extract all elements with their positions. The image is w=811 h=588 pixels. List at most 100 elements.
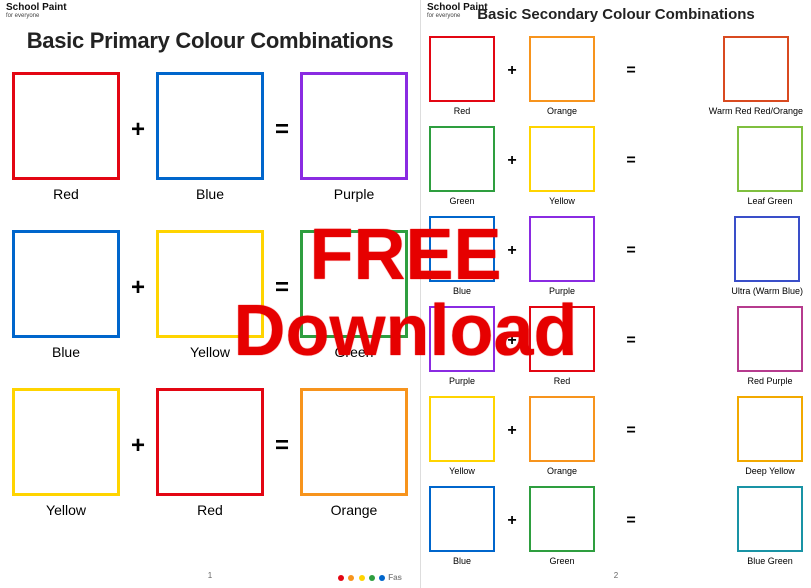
color-label: Green (549, 556, 574, 566)
color-label: Ultra (Warm Blue) (731, 286, 803, 296)
color-cell-a: Yellow (12, 388, 120, 518)
color-cell-result: Purple (300, 72, 408, 202)
swatch-icon (379, 575, 385, 581)
color-box (529, 36, 595, 102)
color-box (529, 396, 595, 462)
color-box (429, 126, 495, 192)
equals-icon: = (270, 432, 294, 460)
color-cell-result: Orange (300, 388, 408, 518)
color-cell-result: Red Purple (737, 306, 803, 386)
footer-logo-text: Fas (388, 573, 402, 582)
color-box (156, 388, 264, 496)
color-box (723, 36, 789, 102)
color-cell-b: Red (156, 388, 264, 518)
color-cell-a: Red (429, 36, 495, 116)
color-label: Yellow (449, 466, 475, 476)
color-cell-b: Green (529, 486, 595, 566)
swatch-icon (348, 575, 354, 581)
color-cell-b: Yellow (529, 126, 595, 206)
color-label: Green (335, 344, 374, 360)
color-box (737, 126, 803, 192)
plus-icon: + (501, 62, 523, 80)
color-cell-a: Blue (12, 230, 120, 360)
color-label: Purple (549, 286, 575, 296)
color-box (12, 72, 120, 180)
color-label: Purple (449, 376, 475, 386)
color-box (300, 230, 408, 338)
page-number: 2 (614, 571, 618, 580)
equals-icon: = (270, 116, 294, 144)
secondary-row-1: Red + Orange = Warm Red Red/Orange (429, 36, 803, 116)
color-cell-a: Blue (429, 216, 495, 296)
footer-logo: Fas (337, 573, 402, 582)
primary-row-2: Blue + Yellow = Green (12, 230, 408, 360)
color-box (12, 388, 120, 496)
color-label: Blue Green (747, 556, 793, 566)
brand: School Paint for everyone (6, 2, 67, 19)
plus-icon: + (126, 432, 150, 460)
plus-icon: + (501, 152, 523, 170)
plus-icon: + (501, 512, 523, 530)
swatch-icon (338, 575, 344, 581)
color-box (529, 126, 595, 192)
equals-icon: = (601, 152, 661, 170)
color-cell-b: Orange (529, 396, 595, 476)
color-box (156, 72, 264, 180)
color-label: Red (53, 186, 79, 202)
plus-icon: + (126, 116, 150, 144)
color-box (529, 486, 595, 552)
page-title: Basic Primary Colour Combinations (0, 28, 420, 54)
color-box (300, 388, 408, 496)
equals-icon: = (601, 512, 661, 530)
color-cell-a: Yellow (429, 396, 495, 476)
color-cell-result: Blue Green (737, 486, 803, 566)
color-box (429, 36, 495, 102)
color-cell-result: Deep Yellow (737, 396, 803, 476)
color-label: Deep Yellow (745, 466, 795, 476)
color-box (429, 486, 495, 552)
color-cell-b: Orange (529, 36, 595, 116)
color-cell-a: Purple (429, 306, 495, 386)
color-box (429, 396, 495, 462)
page-number: 1 (208, 571, 212, 580)
equals-icon: = (601, 422, 661, 440)
brand-title: School Paint (6, 2, 67, 13)
secondary-row-2: Green + Yellow = Leaf Green (429, 126, 803, 206)
color-box (300, 72, 408, 180)
worksheet-primary: School Paint for everyone Basic Primary … (0, 0, 420, 588)
equals-icon: = (601, 62, 661, 80)
brand-subtitle: for everyone (6, 13, 67, 19)
equals-icon: = (270, 274, 294, 302)
color-cell-b: Purple (529, 216, 595, 296)
equals-icon: = (601, 332, 661, 350)
color-cell-b: Blue (156, 72, 264, 202)
color-label: Yellow (190, 344, 230, 360)
color-label: Orange (547, 106, 577, 116)
worksheet-secondary: School Paint for everyone Basic Secondar… (420, 0, 811, 588)
color-box (529, 216, 595, 282)
page-title: Basic Secondary Colour Combinations (421, 6, 811, 23)
color-cell-b: Yellow (156, 230, 264, 360)
plus-icon: + (501, 242, 523, 260)
swatch-icon (369, 575, 375, 581)
secondary-row-4: Purple + Red = Red Purple (429, 306, 803, 386)
color-label: Orange (331, 502, 378, 518)
color-label: Red (554, 376, 571, 386)
color-label: Blue (453, 556, 471, 566)
equals-icon: = (601, 242, 661, 260)
color-cell-result: Green (300, 230, 408, 360)
color-cell-result: Leaf Green (737, 126, 803, 206)
color-label: Yellow (46, 502, 86, 518)
color-box (737, 306, 803, 372)
secondary-row-3: Blue + Purple = Ultra (Warm Blue) (429, 216, 803, 296)
color-box (429, 216, 495, 282)
secondary-row-5: Yellow + Orange = Deep Yellow (429, 396, 803, 476)
color-label: Red (454, 106, 471, 116)
color-label: Blue (52, 344, 80, 360)
color-label: Green (449, 196, 474, 206)
plus-icon: + (126, 274, 150, 302)
primary-row-1: Red + Blue = Purple (12, 72, 408, 202)
color-box (529, 306, 595, 372)
color-label: Blue (453, 286, 471, 296)
color-label: Blue (196, 186, 224, 202)
